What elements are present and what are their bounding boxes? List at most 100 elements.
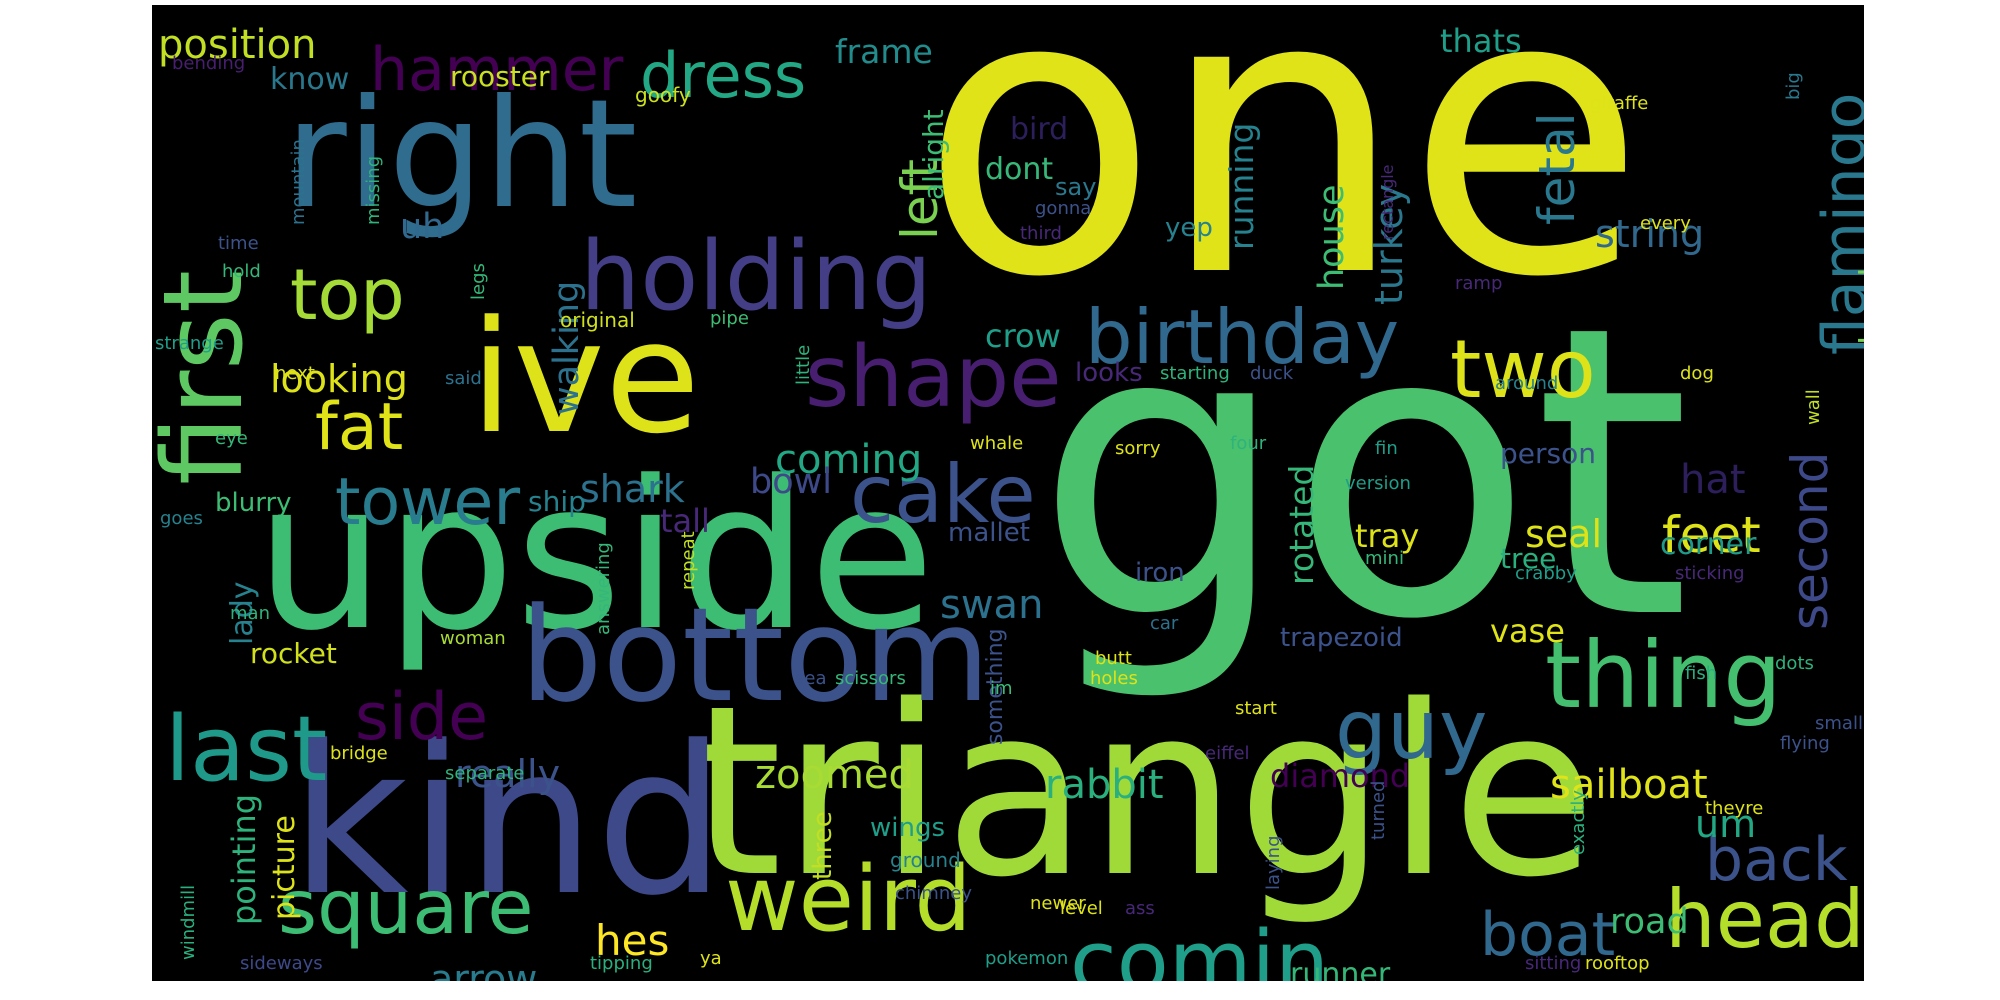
word-arrow: arrow: [430, 957, 538, 981]
word-im: im: [990, 678, 1013, 699]
word-frame: frame: [835, 32, 933, 71]
word-mountain: mountain: [288, 139, 309, 225]
word-kind: kind: [290, 703, 726, 941]
word-ground: ground: [890, 848, 961, 872]
word-second: second: [1781, 451, 1839, 630]
word-bird: bird: [1010, 112, 1069, 147]
word-answering: answering: [593, 542, 614, 635]
word-tall: tall: [660, 502, 710, 540]
word-vase: vase: [1490, 612, 1565, 650]
word-road: road: [1610, 902, 1689, 942]
word-chimney: chimney: [895, 883, 972, 904]
word-legs: legs: [468, 263, 489, 300]
word-windmill: windmill: [178, 884, 199, 960]
word-four: four: [1230, 433, 1267, 454]
word-whale: whale: [970, 433, 1024, 454]
word-diamond: diamond: [1270, 757, 1411, 795]
word-tree: tree: [1500, 542, 1557, 575]
word-two: two: [1450, 323, 1596, 416]
word-birthday: birthday: [1085, 293, 1400, 381]
word-running: running: [1222, 122, 1261, 250]
word-side: side: [355, 680, 489, 755]
word-butt: butt: [1095, 648, 1132, 669]
word-fat: fat: [315, 390, 404, 465]
word-duck: duck: [1250, 363, 1294, 384]
word-iron: iron: [1135, 558, 1185, 588]
word-bottom: bottom: [520, 579, 991, 731]
word-bending: bending: [172, 53, 246, 74]
word-three: three: [808, 811, 838, 880]
word-rectangle: rectangle: [1378, 164, 1397, 240]
word-square: square: [278, 863, 534, 951]
word-string: string: [1595, 212, 1705, 256]
word-goes: goes: [160, 508, 203, 529]
word-dress: dress: [640, 39, 807, 112]
word-holes: holes: [1090, 668, 1138, 689]
word-start: start: [1235, 698, 1277, 719]
word-rabbit: rabbit: [1045, 762, 1164, 808]
word-say: say: [1055, 173, 1097, 201]
word-hes: hes: [595, 916, 670, 965]
word-woman: woman: [440, 628, 506, 649]
word-last: last: [165, 697, 328, 802]
word-zoomed: zoomed: [755, 752, 914, 798]
word-hammer: hammer: [370, 35, 624, 105]
word-theyre: theyre: [1705, 798, 1764, 819]
word-turned: turned: [1368, 780, 1389, 840]
word-sitting: sitting: [1525, 953, 1582, 974]
word-rooftop: rooftop: [1585, 953, 1650, 974]
word-separate: separate: [445, 763, 525, 784]
word-one: one: [920, 5, 1646, 362]
word-shape: shape: [805, 328, 1062, 427]
word-gonna: gonna: [1035, 198, 1092, 219]
word-sideways: sideways: [240, 953, 323, 974]
word-runner: runner: [1290, 957, 1391, 982]
word-mini: mini: [1365, 548, 1404, 569]
word-version: version: [1345, 473, 1411, 494]
word-yep: yep: [1165, 213, 1213, 243]
word-strange: strange: [155, 333, 224, 354]
word-scissors: scissors: [835, 668, 906, 689]
word-sea: sea: [795, 668, 827, 689]
word-holding: holding: [580, 222, 932, 332]
word-big: big: [1783, 72, 1804, 100]
word-thats: thats: [1440, 22, 1522, 60]
word-rocket: rocket: [250, 637, 337, 670]
word-time: time: [218, 233, 259, 254]
word-sticking: sticking: [1675, 563, 1745, 584]
word-upside: upside: [255, 438, 936, 676]
word-feet: feet: [1662, 506, 1761, 564]
word-know: know: [270, 62, 350, 97]
word-rotated: rotated: [1282, 464, 1321, 585]
word-tower: tower: [335, 465, 521, 540]
word-small: small: [1815, 713, 1863, 734]
word-fish: fish: [1685, 663, 1718, 684]
word-position: position: [158, 22, 317, 68]
word-laying: laying: [1263, 835, 1284, 890]
word-picture: picture: [267, 815, 302, 920]
word-seal: seal: [1525, 512, 1603, 556]
word-hold: hold: [222, 261, 261, 282]
word-missing: missing: [363, 155, 384, 225]
word-third: third: [1020, 223, 1062, 244]
word-bridge: bridge: [330, 743, 388, 764]
word-house: house: [1312, 184, 1352, 290]
word-bowl: bowl: [750, 462, 832, 502]
word-sailboat: sailboat: [1550, 762, 1708, 808]
word-fetal: fetal: [1528, 112, 1586, 226]
word-got: got: [1035, 242, 1691, 707]
word-pokemon: pokemon: [985, 948, 1069, 969]
word-mallet: mallet: [948, 518, 1030, 548]
word-ive: ive: [470, 287, 701, 468]
word-every: every: [1640, 213, 1691, 234]
word-triangle: triangle: [690, 656, 1597, 929]
word-original: original: [560, 308, 635, 332]
word-looks: looks: [1075, 358, 1143, 388]
word-pointing: pointing: [225, 793, 263, 925]
word-crow: crow: [985, 317, 1061, 355]
word-wall: wall: [1803, 389, 1824, 425]
word-car: car: [1150, 613, 1179, 634]
word-comin: comin: [1070, 913, 1330, 981]
word-corner: corner: [1660, 527, 1757, 562]
word-next: next: [275, 363, 315, 384]
